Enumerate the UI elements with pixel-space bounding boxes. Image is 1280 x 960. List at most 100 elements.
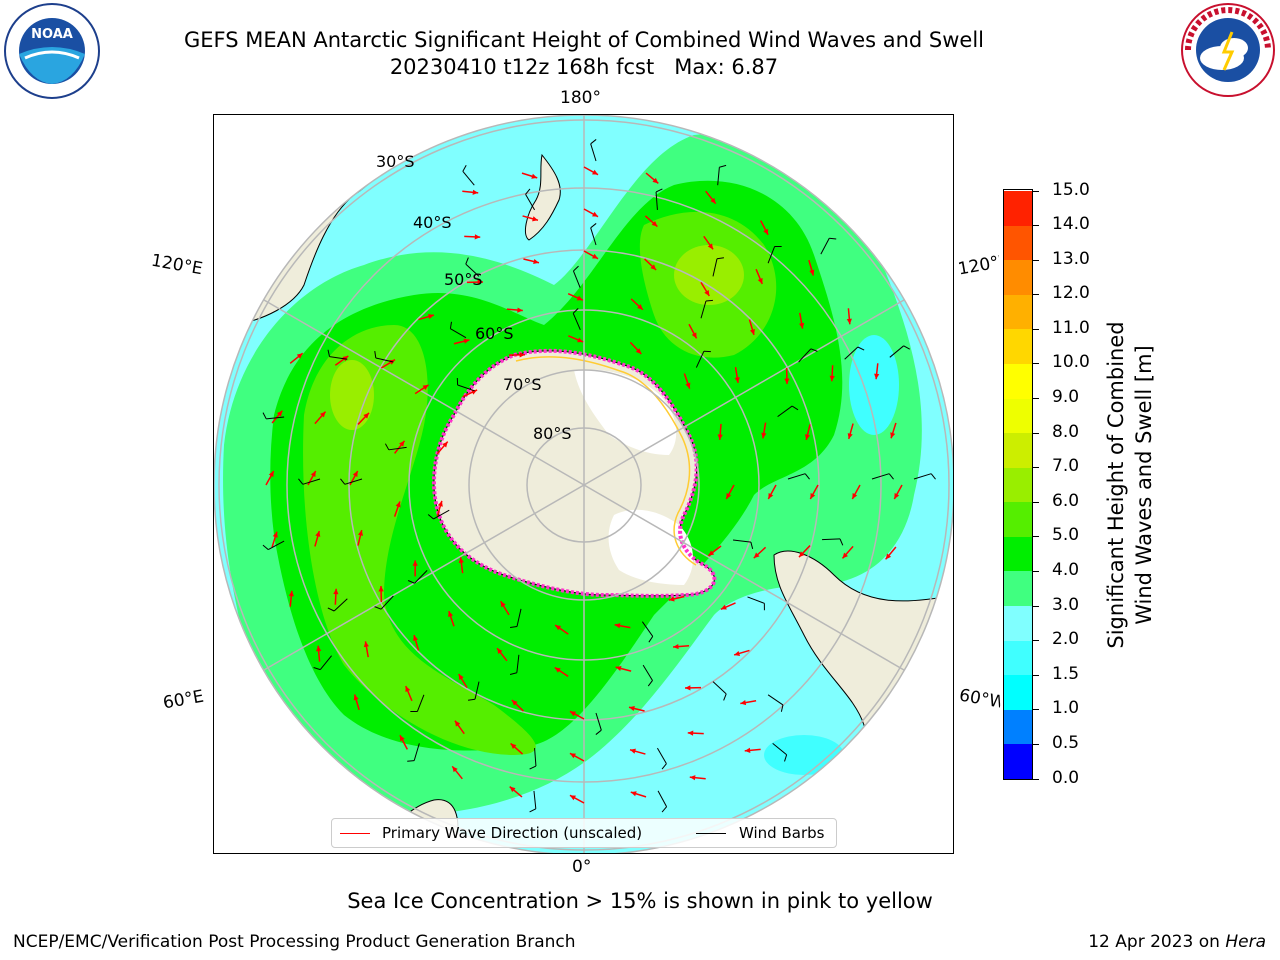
colorbar-tick <box>1033 259 1039 261</box>
wind-barb <box>516 608 522 627</box>
wave-arrow-head <box>810 493 816 500</box>
wave-arrow-head <box>894 493 900 500</box>
wave-arrow-head <box>519 352 525 358</box>
wave-arrow-head <box>395 501 401 508</box>
wind-barb-flag <box>525 188 531 195</box>
wave-arrow-head <box>757 277 763 284</box>
nws-logo <box>1180 2 1276 98</box>
chart-title: GEFS MEAN Antarctic Significant Height o… <box>183 28 985 52</box>
wind-barb-flag <box>750 542 754 550</box>
wave-arrow-head <box>509 786 516 793</box>
calm-patch-1 <box>849 335 899 435</box>
wave-peak-west <box>330 360 374 430</box>
wave-arrow-head <box>458 557 464 563</box>
lat-label-40s: 40°S <box>413 213 452 232</box>
wave-arrow-head <box>569 753 576 759</box>
wind-barb <box>266 416 285 420</box>
wind-barb <box>767 694 784 706</box>
wind-barb-flag <box>791 405 799 411</box>
colorbar-tick-label: 9.0 <box>1052 387 1080 408</box>
wave-arrow-head <box>517 307 523 313</box>
wave-arrow-head <box>296 353 303 359</box>
colorbar-tick-label: 4.0 <box>1052 559 1080 580</box>
colorbar-tick <box>1033 225 1039 227</box>
wind-barb-flag <box>661 806 667 813</box>
wind-barbs <box>262 139 936 813</box>
wave-arrow-head <box>422 384 429 391</box>
wind-barb <box>695 350 705 368</box>
colorbar-tick-label: 10.0 <box>1052 352 1090 373</box>
colorbar-tick <box>1033 743 1039 745</box>
wave-arrow-head <box>629 705 635 712</box>
wind-barb <box>416 694 425 712</box>
wave-arrow-head <box>533 258 539 265</box>
wind-barb <box>820 237 830 255</box>
wind-barb <box>268 540 285 551</box>
wind-barb <box>380 595 394 610</box>
colorbar-tick-label: 5.0 <box>1052 525 1080 546</box>
wave-arrow-head <box>569 711 576 717</box>
wind-barb-flag <box>839 538 844 546</box>
colorbar-tick-label: 1.0 <box>1052 698 1080 719</box>
lon-label-180: 180° <box>560 88 601 108</box>
wave-arrow-head <box>749 328 755 335</box>
legend-barb-swatch <box>696 833 726 834</box>
sea-ice-inner-edge <box>515 356 697 566</box>
noaa-logo: NOAA <box>3 2 101 100</box>
wave-arrow-head <box>474 234 481 240</box>
wind-barb <box>533 790 537 809</box>
colorbar-bin <box>1004 536 1032 572</box>
wind-barb-flag <box>262 544 269 550</box>
wave-arrow-head <box>333 588 339 595</box>
lat-label-50s: 50°S <box>444 270 483 289</box>
wind-barb-flag <box>723 693 727 701</box>
map-panel <box>213 114 954 854</box>
colorbar-tick-label: 12.0 <box>1052 283 1090 304</box>
wind-barb <box>655 191 658 210</box>
wind-barb <box>767 246 776 264</box>
wind-barb <box>388 446 407 451</box>
colorbar-bin <box>1004 570 1032 607</box>
wave-arrow-head <box>363 641 369 648</box>
colorbar-tick <box>1033 190 1039 192</box>
wave-arrow-head <box>753 552 760 559</box>
wind-barb-flag <box>340 478 346 485</box>
wave-arrow-head <box>268 470 274 477</box>
wind-barb <box>457 384 475 392</box>
wave-arrow-head <box>768 493 774 500</box>
wind-barb <box>712 258 718 277</box>
wind-barb-flag <box>857 346 865 351</box>
wave-arrow-head <box>689 775 696 781</box>
wind-barb <box>450 328 467 339</box>
wind-barb-flag <box>903 345 911 350</box>
colorbar-tick-label: 1.5 <box>1052 663 1080 684</box>
colorbar-tick-label: 6.0 <box>1052 490 1080 511</box>
svg-text:NOAA: NOAA <box>31 27 73 42</box>
wind-barb <box>474 681 480 700</box>
colorbar-tick-label: 13.0 <box>1052 248 1090 269</box>
lon-label-60w: 60°W <box>957 685 1003 713</box>
wave-arrow-head <box>717 434 723 440</box>
wind-barb <box>642 664 653 681</box>
wind-barb <box>414 570 428 584</box>
wave-arrow-head <box>652 177 659 184</box>
wind-barb-flag <box>719 164 727 168</box>
wave-arrow-head <box>412 560 418 566</box>
wind-barb-flag <box>655 188 663 193</box>
wind-barb-flag <box>780 704 784 712</box>
calm-patch-2 <box>764 735 844 775</box>
wind-barb-flag <box>529 765 537 770</box>
wind-barb <box>344 478 363 485</box>
wave-arrow-head <box>315 531 321 537</box>
wave-arrow-head <box>310 470 316 477</box>
wave-arrow-head <box>720 604 727 610</box>
colorbar-bin <box>1004 743 1032 779</box>
wind-barb <box>375 357 394 363</box>
wave-arrow-head <box>531 173 538 179</box>
wind-barb <box>787 473 806 480</box>
wave-arrow-head <box>497 648 503 655</box>
wave-arrow-head <box>726 493 732 500</box>
wind-barb-flag <box>590 223 597 229</box>
wave-arrow-head <box>472 189 479 195</box>
wind-barb <box>732 539 751 543</box>
